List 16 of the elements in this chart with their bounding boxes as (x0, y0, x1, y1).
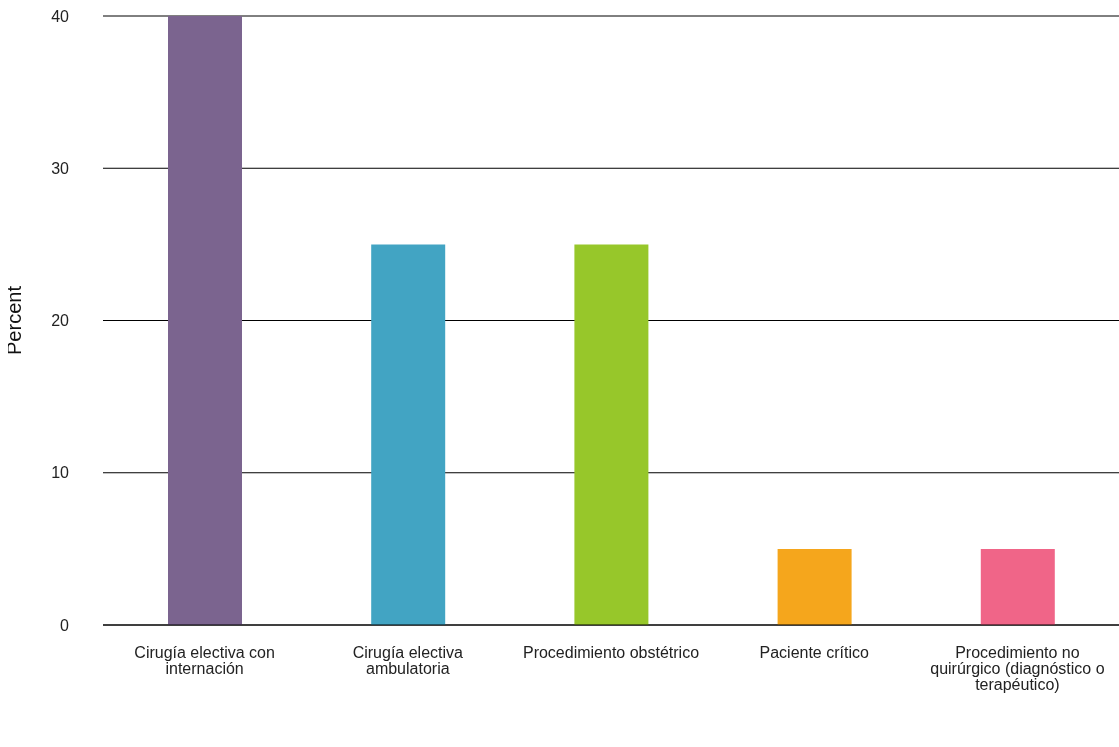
x-tick-label: Procedimiento obstétrico (522, 644, 700, 662)
bar (371, 244, 446, 625)
y-tick-label: 10 (51, 464, 70, 482)
x-tick-label: Paciente crítico (759, 644, 869, 662)
y-axis-title: Percent (3, 285, 26, 355)
bar (980, 548, 1055, 625)
bar (574, 244, 649, 625)
x-tick-label: Cirugía electiva ambulatoria (352, 644, 464, 678)
y-tick-label: 20 (51, 312, 70, 330)
y-tick-label: 30 (51, 159, 70, 177)
y-tick-label: 40 (51, 7, 70, 25)
x-tick-label: Procedimiento no quirúrgico (diagnóstico o terapéutico) (930, 644, 1105, 694)
y-tick-label: 0 (60, 616, 70, 634)
x-tick-label: Cirugía electiva con internación (134, 644, 275, 678)
bar (168, 16, 242, 625)
bar (777, 548, 852, 625)
